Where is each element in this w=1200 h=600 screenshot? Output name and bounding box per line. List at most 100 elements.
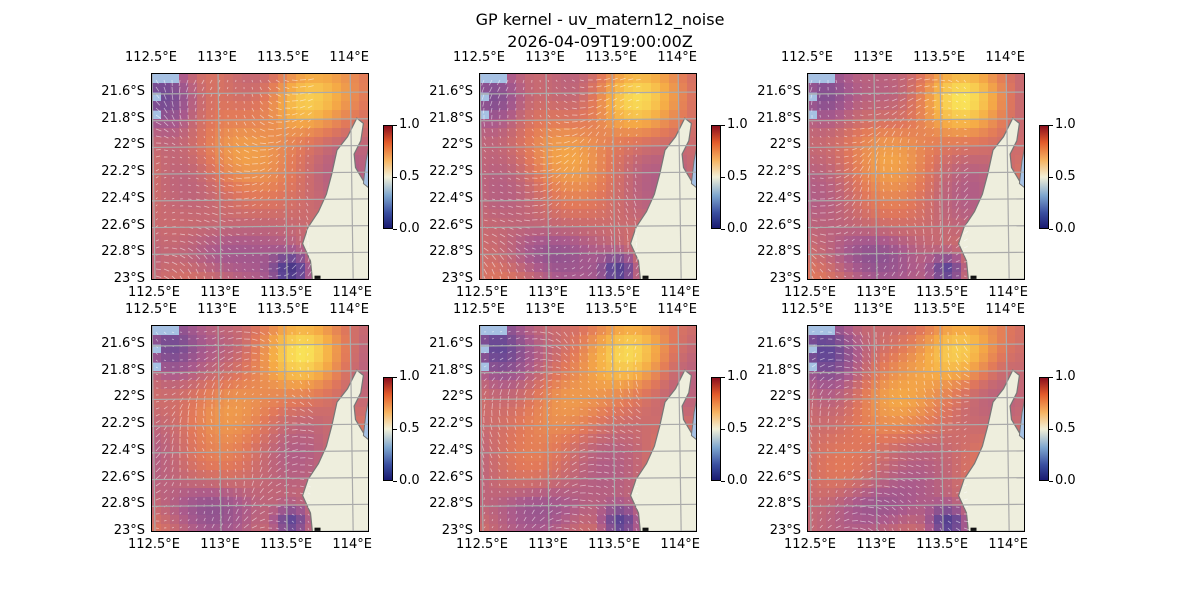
vector-arrow (163, 406, 168, 410)
vector-arrow (211, 268, 214, 273)
heatmap-cell (350, 92, 360, 102)
x-tick-label-top: 113°E (525, 50, 565, 65)
heatmap-cell (233, 128, 243, 138)
vector-arrow (531, 114, 533, 118)
heatmap-cell (489, 191, 499, 201)
vector-arrow (155, 352, 158, 355)
heatmap-cell (332, 326, 342, 336)
vector-arrow (563, 86, 567, 90)
heatmap-cell (943, 128, 953, 138)
heatmap-cell (943, 245, 953, 255)
heatmap-cell (925, 146, 935, 156)
heatmap-cell (224, 191, 234, 201)
vector-arrow (555, 79, 558, 82)
heatmap-cell (242, 389, 252, 399)
y-tick-label: 23°S (113, 523, 145, 538)
vector-arrow (955, 193, 959, 200)
heatmap-cell (323, 362, 333, 372)
heatmap-cell (696, 110, 697, 120)
vector-arrow (291, 429, 298, 431)
heatmap-cell (215, 371, 225, 381)
vector-arrow (179, 417, 182, 424)
heatmap-cell (507, 344, 517, 354)
heatmap-cell (188, 110, 198, 120)
heatmap-cell (224, 344, 234, 354)
vector-arrow (947, 214, 950, 221)
vector-arrow (827, 156, 832, 159)
vector-arrow (155, 380, 159, 382)
vector-arrow (243, 406, 246, 410)
vector-arrow (235, 114, 237, 118)
vector-arrow (267, 79, 271, 83)
vector-arrow (931, 140, 934, 144)
heatmap-cell (961, 164, 971, 174)
heatmap-cell (979, 146, 989, 156)
vector-arrow (307, 443, 314, 446)
vector-arrow (883, 210, 885, 214)
vector-arrow (947, 86, 952, 89)
vector-arrow (195, 240, 202, 245)
heatmap-cell (916, 83, 926, 93)
vector-arrow (195, 376, 200, 382)
vector-arrow (291, 506, 296, 509)
heatmap-cell (489, 92, 499, 102)
heatmap-cell (161, 353, 171, 363)
vector-arrow (930, 201, 933, 207)
heatmap-cell (642, 371, 652, 381)
vector-arrow (579, 266, 584, 270)
heatmap-cell (233, 470, 243, 480)
heatmap-cell (242, 137, 252, 147)
heatmap-cell (260, 173, 270, 183)
vector-arrow (211, 411, 213, 417)
vector-arrow (482, 100, 485, 107)
vector-arrow (955, 180, 959, 186)
heatmap-cell (561, 263, 571, 273)
vector-arrow (291, 387, 295, 391)
vector-arrow (299, 86, 307, 88)
vector-arrow (219, 382, 223, 389)
vector-arrow (883, 131, 889, 137)
heatmap-cell (696, 146, 697, 156)
vector-arrow (963, 246, 968, 249)
heatmap-cell (260, 245, 270, 255)
vector-arrow (923, 271, 928, 277)
heatmap-cell (880, 146, 890, 156)
vector-arrow (563, 210, 566, 214)
vector-arrow (195, 219, 202, 222)
vector-arrow (171, 268, 178, 273)
heatmap-cell (1024, 137, 1025, 147)
heatmap-cell (516, 173, 526, 183)
heatmap-cell (898, 182, 908, 192)
heatmap-cell (215, 110, 225, 120)
vector-arrow (963, 161, 969, 165)
heatmap-cell (224, 173, 234, 183)
vector-arrow (210, 448, 213, 452)
vector-arrow (186, 431, 189, 438)
vector-arrow (914, 189, 917, 193)
heatmap-cell (305, 101, 315, 111)
heatmap-cell (835, 119, 845, 129)
heatmap-cell (606, 191, 616, 201)
heatmap-cell (350, 101, 360, 111)
heatmap-cell (561, 380, 571, 390)
vector-arrow (226, 86, 229, 90)
heatmap-cell (179, 371, 189, 381)
vector-arrow (915, 175, 917, 179)
heatmap-cell (359, 380, 368, 390)
heatmap-cell (880, 101, 890, 111)
vector-arrow (195, 184, 200, 187)
heatmap-cell (161, 110, 171, 120)
heatmap-cell (332, 389, 342, 399)
heatmap-cell (696, 218, 697, 228)
vector-arrow (195, 254, 201, 260)
heatmap-cell (314, 452, 324, 462)
heatmap-cell (233, 92, 243, 102)
heatmap-cell (561, 254, 571, 264)
vector-arrow (219, 389, 222, 396)
vector-arrow (914, 203, 917, 207)
vector-arrow (923, 133, 926, 137)
heatmap-cell (979, 101, 989, 111)
vector-arrow (251, 487, 255, 494)
heatmap-cell (570, 362, 580, 372)
vector-arrow (291, 408, 297, 411)
